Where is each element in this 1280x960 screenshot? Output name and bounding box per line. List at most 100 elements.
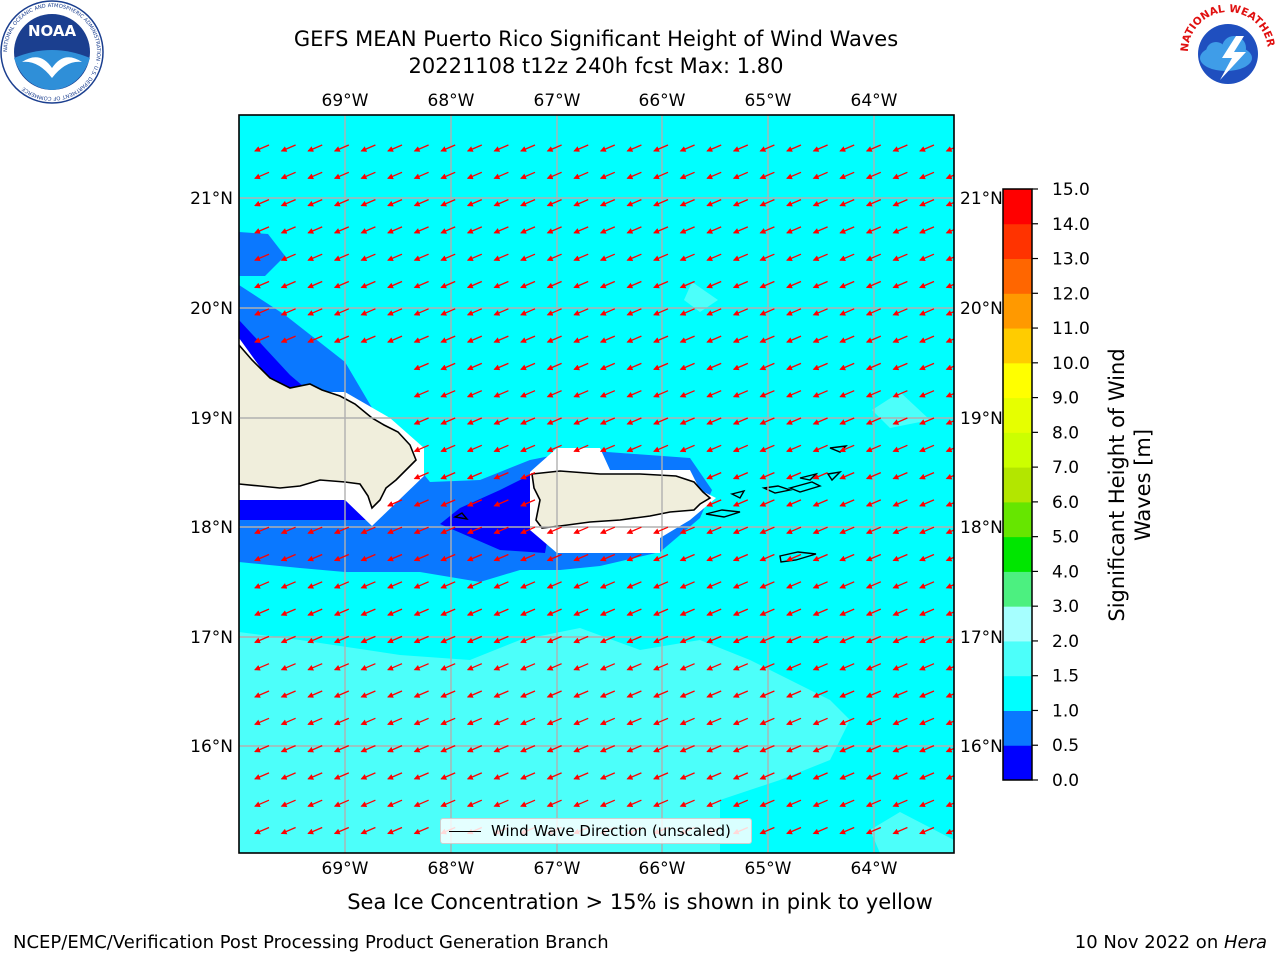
wind-wave-arrow bbox=[573, 417, 589, 425]
wind-wave-arrow bbox=[839, 308, 855, 316]
wind-wave-arrow bbox=[546, 799, 562, 807]
wind-wave-arrow bbox=[546, 171, 562, 180]
wind-wave-arrow bbox=[679, 608, 695, 616]
wind-wave-arrow bbox=[546, 362, 562, 371]
wind-wave-arrow bbox=[759, 280, 775, 289]
wind-wave-arrow bbox=[786, 444, 802, 453]
wind-wave-arrow bbox=[706, 444, 722, 453]
wind-wave-arrow bbox=[413, 499, 429, 507]
wind-wave-arrow bbox=[333, 280, 350, 289]
wind-wave-arrow bbox=[520, 553, 536, 562]
wind-wave-arrow bbox=[732, 526, 749, 534]
wind-wave-arrow bbox=[520, 635, 536, 644]
wind-wave-arrow bbox=[626, 280, 642, 289]
island-st-croix bbox=[779, 551, 817, 563]
wind-wave-arrow bbox=[732, 308, 749, 316]
wind-wave-arrow bbox=[413, 362, 429, 371]
wind-wave-arrow bbox=[732, 199, 749, 207]
wind-wave-arrow bbox=[759, 253, 775, 261]
wind-wave-arrow bbox=[679, 390, 695, 398]
wind-wave-arrow bbox=[812, 472, 828, 480]
lat-tick-left: 21°N bbox=[190, 189, 233, 209]
wind-wave-arrow bbox=[599, 690, 616, 698]
colorbar: 0.0 0.5 1.0 1.5 2.0 3.0 4.0 5.0 6.0 7.0 8.0 9.0 10.0… bbox=[1002, 180, 1090, 791]
wind-wave-arrow bbox=[599, 226, 616, 234]
wind-wave-arrow bbox=[360, 772, 376, 780]
wind-wave-arrow bbox=[732, 799, 749, 807]
wind-wave-arrow bbox=[839, 362, 855, 371]
wind-wave-arrow bbox=[892, 472, 908, 480]
wind-wave-arrow bbox=[280, 199, 296, 207]
colorbar-tick-label: 15.0 bbox=[1052, 180, 1090, 200]
wind-wave-arrow bbox=[520, 472, 536, 480]
wind-wave-arrow bbox=[732, 690, 749, 698]
wind-wave-arrow bbox=[732, 772, 749, 780]
wind-wave-arrow bbox=[254, 280, 270, 289]
wind-wave-arrow bbox=[812, 663, 828, 671]
wind-wave-arrow bbox=[626, 226, 642, 234]
wind-wave-arrow bbox=[360, 799, 376, 807]
wind-wave-arrow bbox=[546, 417, 562, 425]
wind-wave-arrow bbox=[280, 772, 296, 780]
wind-wave-arrow bbox=[679, 663, 695, 671]
wind-wave-arrow bbox=[706, 663, 722, 671]
wind-wave-arrow bbox=[520, 444, 536, 453]
wind-wave-arrow bbox=[599, 308, 616, 316]
wind-wave-arrow bbox=[493, 526, 509, 534]
wind-wave-arrow bbox=[440, 717, 456, 726]
wind-wave-arrow bbox=[626, 335, 642, 343]
wind-wave-arrow bbox=[865, 417, 882, 425]
wind-wave-arrow bbox=[786, 226, 802, 234]
wind-wave-arrow bbox=[706, 362, 722, 371]
wind-wave-arrow bbox=[280, 171, 296, 180]
wind-wave-arrow bbox=[679, 799, 695, 807]
wind-wave-arrow bbox=[919, 717, 935, 726]
wind-wave-arrow bbox=[413, 390, 429, 398]
wind-wave-arrow bbox=[466, 144, 483, 152]
wind-wave-arrow bbox=[413, 608, 429, 616]
wind-wave-arrow bbox=[307, 717, 323, 726]
wind-wave-arrow bbox=[919, 417, 935, 425]
wind-wave-arrow bbox=[839, 745, 855, 753]
wind-wave-arrow bbox=[413, 472, 429, 480]
wind-wave-arrow bbox=[786, 663, 802, 671]
wind-wave-arrow bbox=[546, 745, 562, 753]
wind-wave-arrow bbox=[706, 581, 722, 589]
wind-wave-arrow bbox=[679, 417, 695, 425]
wind-wave-arrow bbox=[493, 499, 509, 507]
wind-wave-arrow bbox=[653, 444, 669, 453]
wind-wave-arrow bbox=[812, 253, 828, 261]
wind-wave-arrow bbox=[466, 226, 483, 234]
wind-wave-arrow bbox=[466, 553, 483, 562]
wind-wave-arrow bbox=[546, 199, 562, 207]
wind-wave-arrow bbox=[573, 581, 589, 589]
wind-wave-arrow bbox=[493, 417, 509, 425]
wind-wave-arrow bbox=[812, 335, 828, 343]
wind-wave-arrow bbox=[546, 144, 562, 152]
wind-wave-arrow bbox=[387, 253, 403, 261]
wind-wave-arrow bbox=[892, 553, 908, 562]
wind-wave-arrow bbox=[626, 745, 642, 753]
wind-wave-arrow bbox=[919, 444, 935, 453]
colorbar-swatch bbox=[1003, 293, 1032, 329]
wind-wave-arrow bbox=[626, 362, 642, 371]
footer-credit: NCEP/EMC/Verification Post Processing Pr… bbox=[13, 932, 609, 953]
wave-band-1-5-to-2-east bbox=[870, 812, 954, 853]
wind-wave-arrow bbox=[865, 581, 882, 589]
wind-wave-arrow bbox=[466, 362, 483, 371]
wind-wave-arrow bbox=[466, 526, 483, 534]
wind-wave-arrow bbox=[759, 608, 775, 616]
wind-wave-arrow bbox=[839, 444, 855, 453]
wind-wave-arrow bbox=[493, 444, 509, 453]
wind-wave-arrow bbox=[653, 390, 669, 398]
wind-wave-arrow bbox=[626, 690, 642, 698]
wind-wave-arrow bbox=[413, 226, 429, 234]
wind-wave-arrow bbox=[812, 690, 828, 698]
wind-wave-arrow bbox=[413, 745, 429, 753]
wind-wave-arrow bbox=[546, 444, 562, 453]
wind-wave-arrow bbox=[280, 553, 296, 562]
wave-band-1-5-to-2-ne bbox=[872, 392, 930, 428]
wind-wave-arrow bbox=[360, 335, 376, 343]
island-st-thomas bbox=[761, 485, 793, 494]
wind-wave-arrow bbox=[653, 745, 669, 753]
